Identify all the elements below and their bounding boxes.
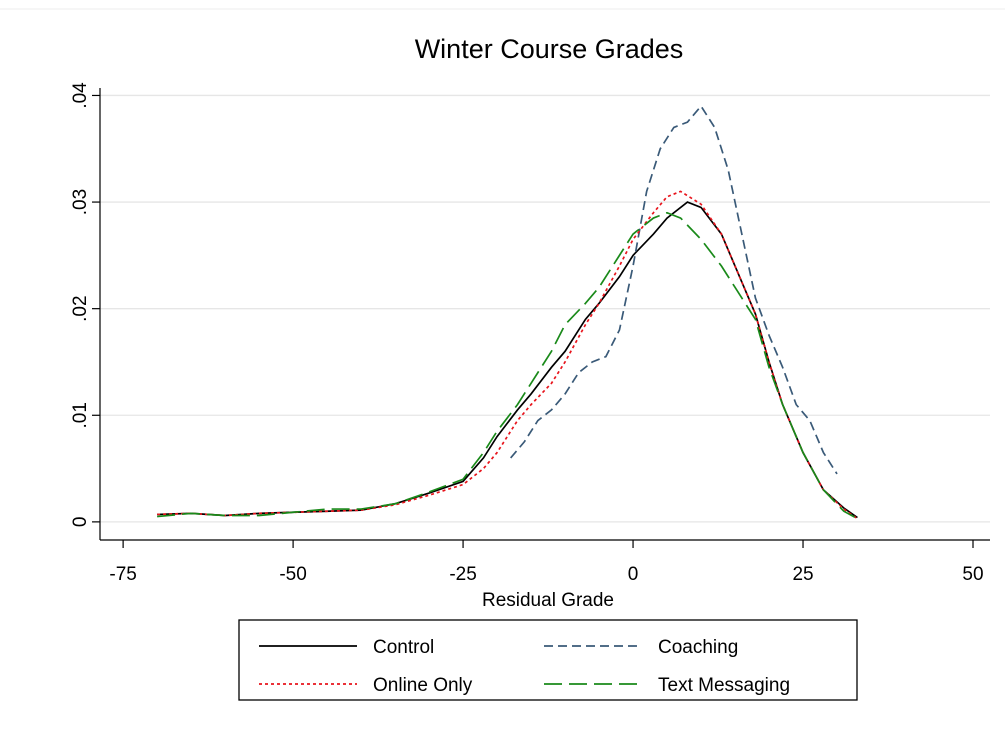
legend-label: Online Only (373, 675, 473, 696)
legend-label: Text Messaging (658, 675, 790, 696)
y-tick-label: .01 (70, 402, 91, 428)
x-tick-label: 50 (962, 564, 983, 585)
y-tick-label: 0 (70, 517, 91, 528)
x-tick-label: -50 (279, 564, 306, 585)
legend-box (238, 619, 858, 701)
x-tick-label: -75 (109, 564, 136, 585)
x-axis-label: Residual Grade (482, 590, 614, 611)
y-tick-label: .04 (70, 82, 91, 109)
x-tick-label: 0 (628, 564, 639, 585)
x-tick-label: 25 (792, 564, 813, 585)
chart-title: Winter Course Grades (415, 34, 684, 64)
y-tick-label: .02 (70, 295, 91, 321)
legend-label: Coaching (658, 637, 738, 658)
y-tick-label: .03 (70, 189, 91, 215)
line-series (157, 211, 858, 520)
line-series (157, 190, 858, 520)
line-series (510, 104, 838, 475)
legend-label: Control (373, 637, 434, 658)
x-tick-label: -25 (449, 564, 476, 585)
